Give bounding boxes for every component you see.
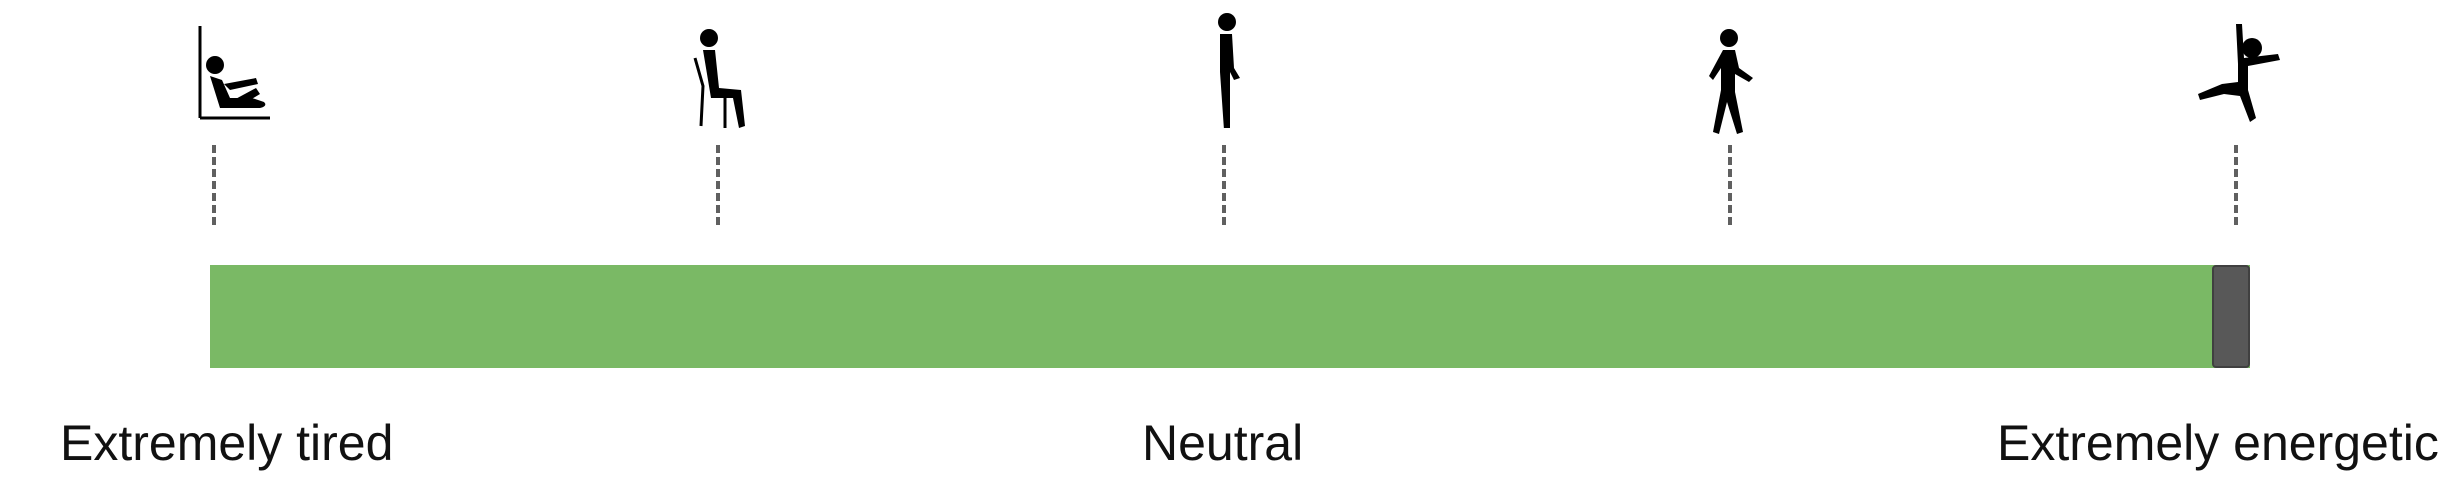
label-min: Extremely tired (60, 415, 394, 471)
jumping-person-icon (2178, 18, 2288, 138)
walking-person-icon (1673, 20, 1783, 140)
scale-tick (716, 145, 720, 225)
scale-tick (212, 145, 216, 225)
standing-person-icon (1170, 8, 1280, 128)
scale-tick (1222, 145, 1226, 225)
sitting-person-icon (665, 18, 775, 138)
label-max: Extremely energetic (1997, 415, 2439, 471)
slider-thumb[interactable] (2212, 265, 2250, 368)
scale-tick (1728, 145, 1732, 225)
label-mid: Neutral (1142, 415, 1304, 471)
slider-track[interactable] (210, 265, 2250, 368)
reclining-person-icon (160, 18, 270, 138)
scale-tick (2234, 145, 2238, 225)
